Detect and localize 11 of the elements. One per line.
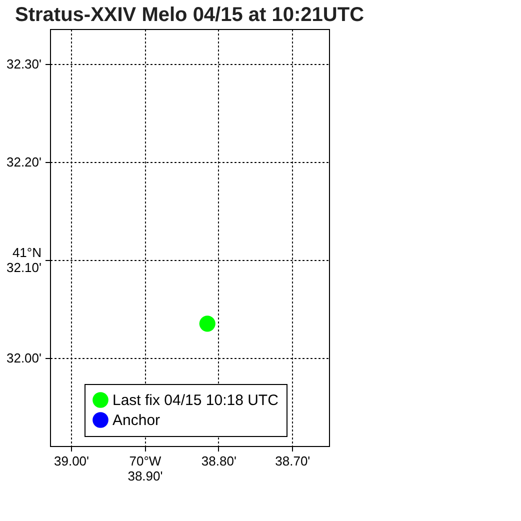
y-tick-label: 32.00': [6, 350, 42, 366]
x-tick-label: 39.00': [54, 454, 90, 468]
chart-title: Stratus-XXIV Melo 04/15 at 10:21UTC: [14, 4, 364, 26]
legend-label: Last fix 04/15 10:18 UTC: [112, 392, 279, 409]
y-tick-label: 41°N 32.10': [6, 245, 42, 276]
y-tick-label: 32.30': [6, 56, 42, 72]
x-tick-label: 38.70': [275, 454, 310, 468]
legend-label: Anchor: [112, 412, 160, 429]
y-tick-label: 32.20': [6, 154, 42, 170]
x-tick-label: 70°W 38.90': [128, 454, 163, 484]
x-tick-label: 38.80': [201, 454, 236, 468]
